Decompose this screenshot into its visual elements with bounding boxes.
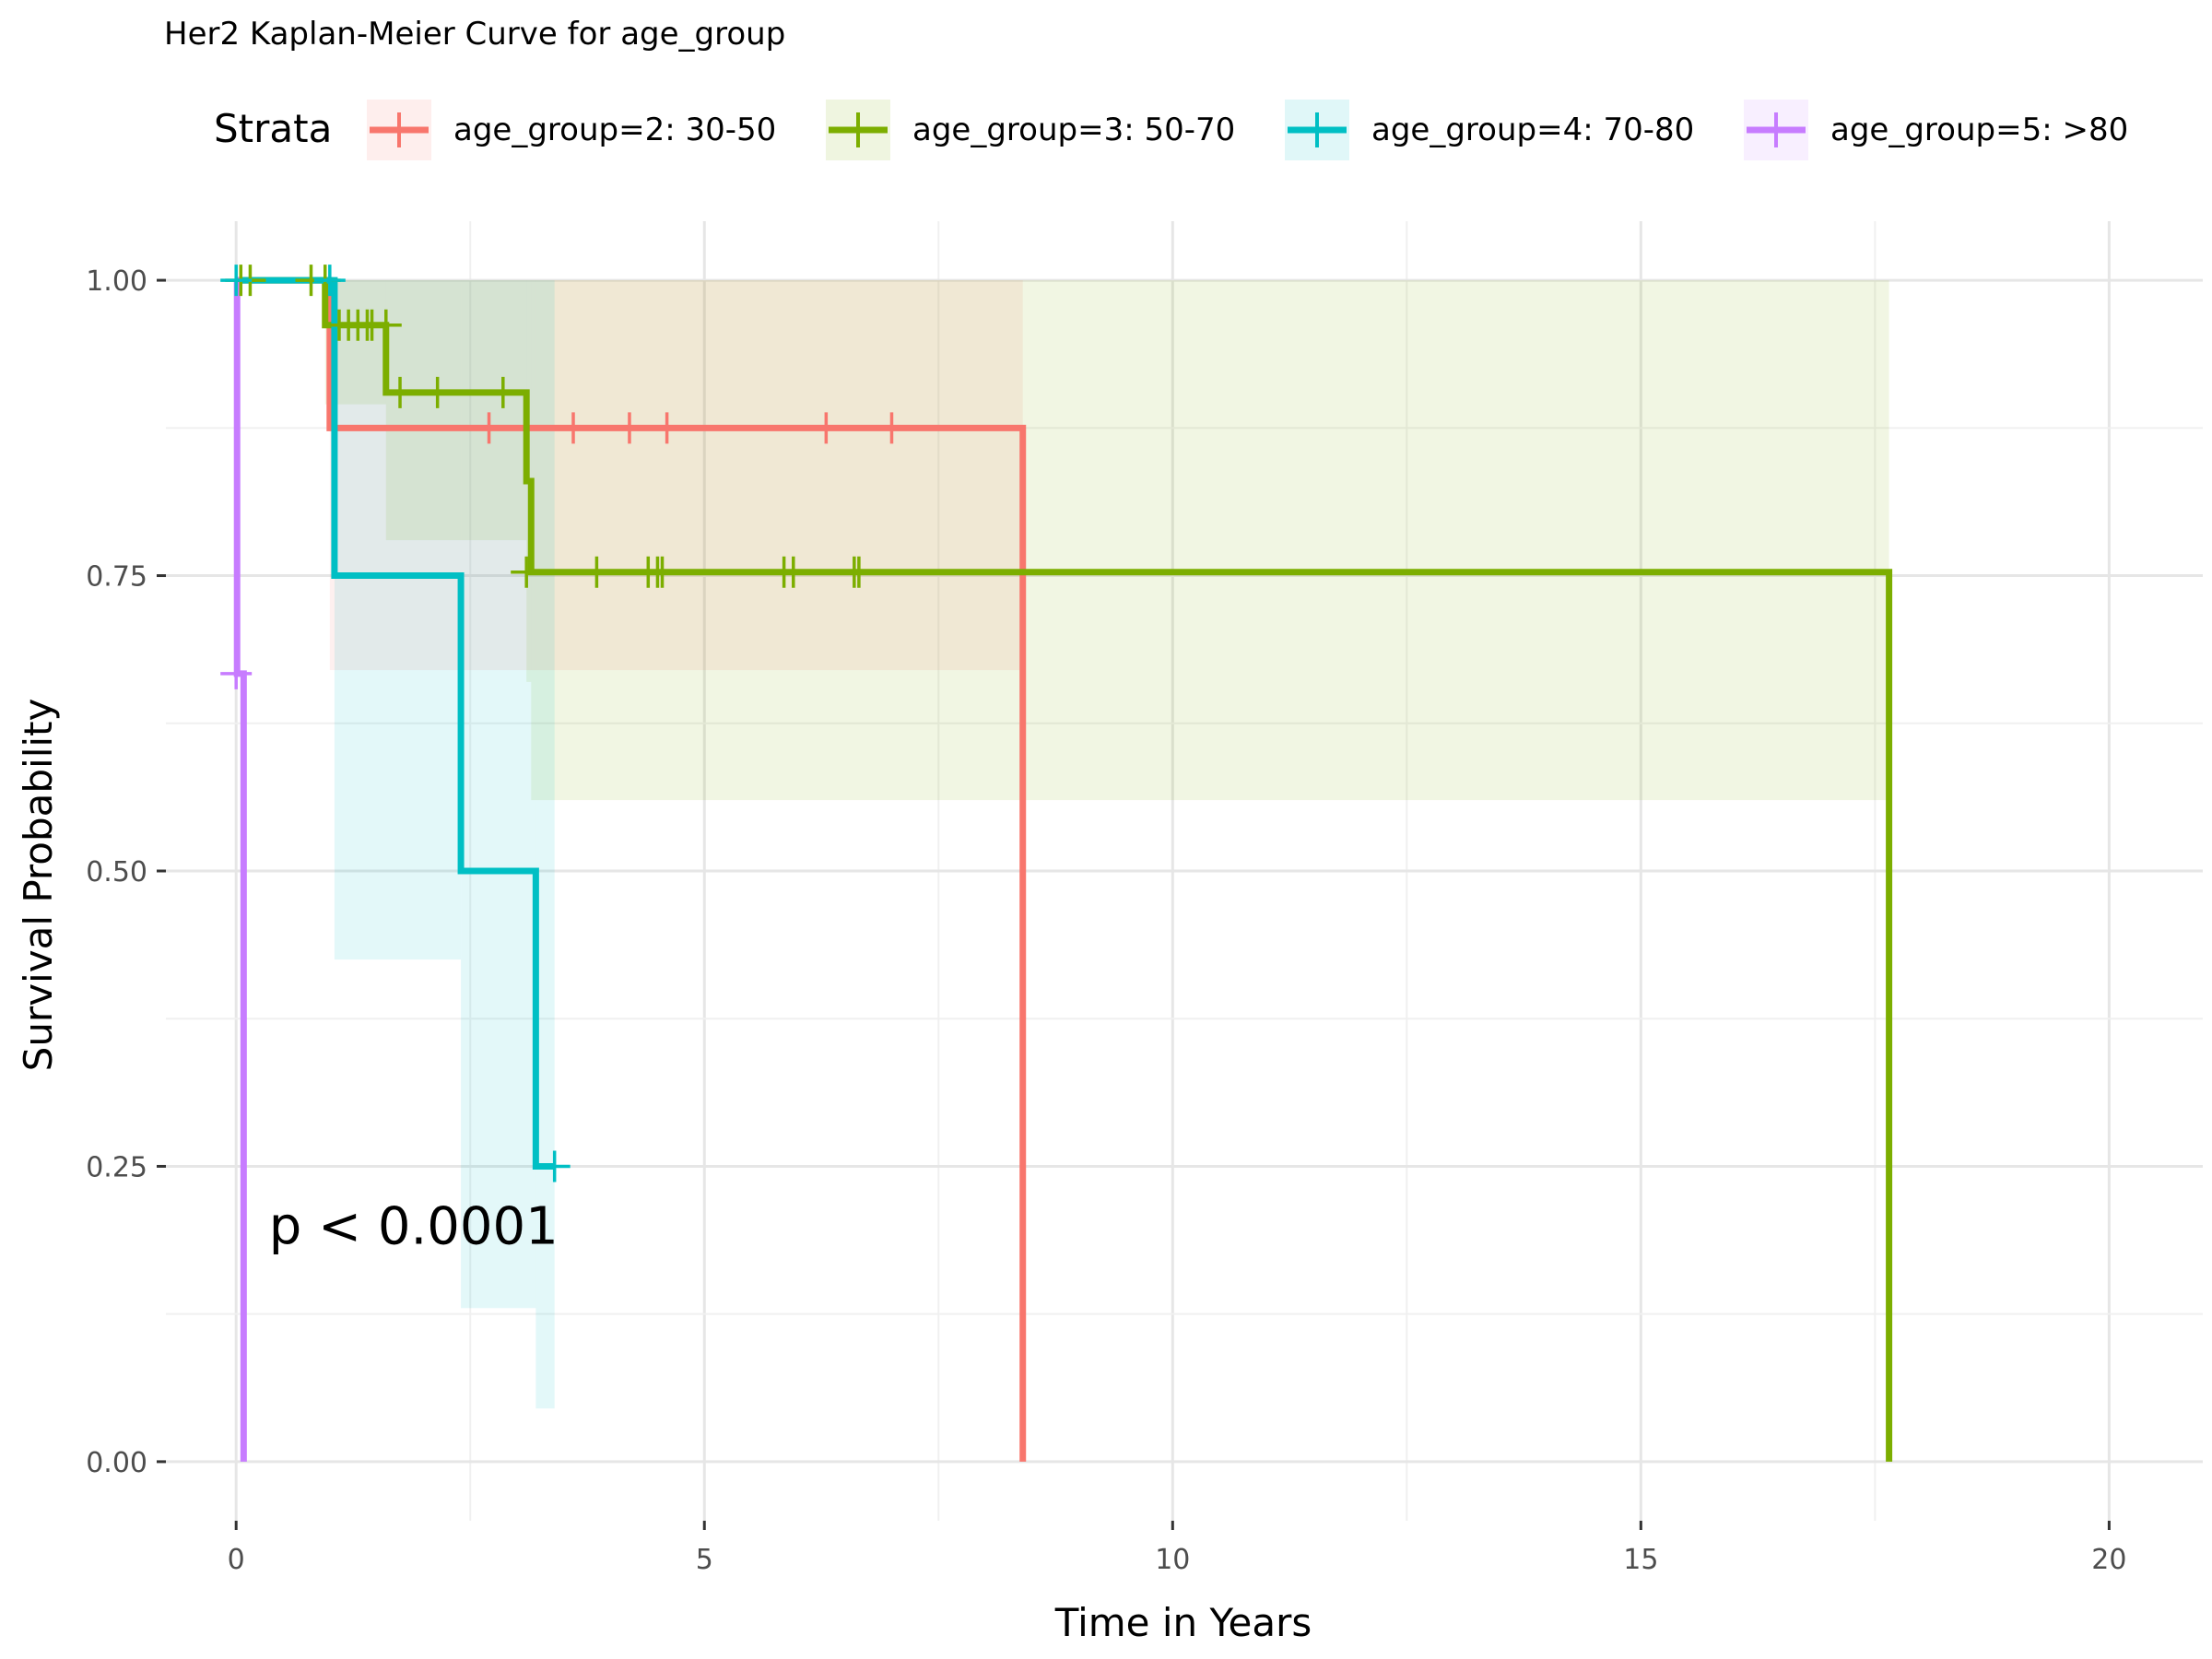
ci-band-s0-1 [329,280,1023,671]
censor-mark-s1-10 [384,376,417,408]
ci-band-s1-2 [385,280,527,541]
legend-title: Strata [214,106,332,151]
censor-mark-s0-5 [876,412,908,444]
legend-label-3: age_group=5: >80 [1830,112,2128,148]
censor-mark-s1-12 [487,376,519,408]
censor-marks [220,265,908,1182]
legend-label-2: age_group=4: 70-80 [1371,112,1694,148]
confidence-bands [324,280,1889,1409]
censor-mark-s1-19 [777,556,809,588]
censor-mark-s0-4 [810,412,842,444]
x-tick-label-4: 20 [2091,1544,2126,1576]
censor-mark-s1-11 [421,376,453,408]
x-tick-label-0: 0 [228,1544,245,1576]
x-tick-label-1: 5 [696,1544,713,1576]
ci-band-s2-3 [535,280,555,1409]
y-axis-label: Survival Probability [16,699,61,1072]
series-line-1 [236,276,1893,1462]
x-tick-label-2: 10 [1155,1544,1190,1576]
censor-mark-s2-2 [538,1150,571,1182]
legend-label-1: age_group=3: 50-70 [912,112,1235,148]
y-tick-label-2: 0.50 [86,856,147,888]
grid [166,221,2203,1521]
censor-mark-s1-17 [646,556,678,588]
censor-mark-s1-9 [370,309,402,341]
ci-band-s2-1 [334,280,462,960]
y-tick-label-4: 1.00 [86,265,147,298]
x-tick-label-3: 15 [1623,1544,1658,1576]
censor-mark-s2-0 [220,265,253,297]
censor-mark-s1-21 [842,556,875,588]
legend-label-0: age_group=2: 30-50 [453,112,776,148]
y-tick-label-3: 0.75 [86,561,147,594]
chart-title: Her2 Kaplan-Meier Curve for age_group [164,16,785,53]
censor-mark-s1-13 [511,556,543,588]
censor-mark-s0-1 [558,412,589,444]
censor-mark-s0-0 [473,412,505,444]
ci-band-s1-4 [531,280,1889,801]
censor-mark-s0-2 [613,412,645,444]
censor-mark-s3-0 [220,657,253,689]
censor-mark-s1-14 [581,556,613,588]
censor-mark-s2-1 [313,265,346,297]
series-line-2 [236,276,555,1170]
censor-mark-s0-3 [651,412,683,444]
y-tick-label-0: 0.00 [86,1447,147,1479]
p-value-annotation: p < 0.0001 [269,1197,559,1257]
x-axis-label: Time in Years [1054,1600,1312,1645]
axes: 0.00 0.25 0.50 0.75 1.00 0 5 10 15 20 [86,265,2126,1576]
y-tick-label-1: 0.25 [86,1151,147,1183]
legend: age_group=2: 30-50 age_group=3: 50-70 age_… [367,100,2128,160]
